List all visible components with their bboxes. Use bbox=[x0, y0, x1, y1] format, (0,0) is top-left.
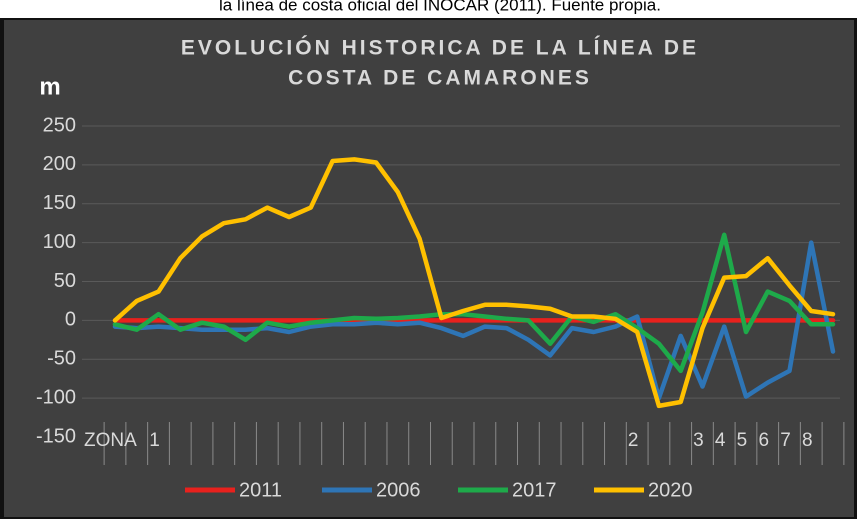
x-tick-label: 2 bbox=[628, 430, 639, 451]
chart-title: COSTA DE CAMARONES bbox=[288, 67, 592, 90]
x-tick-label: ZONA bbox=[84, 430, 137, 451]
x-tick-label: 5 bbox=[737, 430, 748, 451]
y-tick-label: -100 bbox=[36, 386, 76, 408]
y-tick-label: 250 bbox=[43, 114, 76, 136]
x-tick-label: 6 bbox=[758, 430, 769, 451]
x-tick-label: 7 bbox=[780, 430, 791, 451]
series-line bbox=[112, 240, 836, 401]
x-tick-label: 4 bbox=[715, 430, 726, 451]
caption: la línea de costa oficial del INOCAR (20… bbox=[219, 0, 661, 14]
legend-label: 2017 bbox=[512, 479, 557, 501]
legend-label: 2006 bbox=[376, 479, 421, 501]
y-axis-label: m bbox=[39, 73, 60, 100]
series-line bbox=[112, 232, 836, 374]
x-tick-label: 1 bbox=[149, 430, 160, 451]
series-line bbox=[112, 157, 836, 409]
x-tick-label: 3 bbox=[693, 430, 704, 451]
legend-label: 2011 bbox=[239, 479, 282, 501]
y-tick-label: -50 bbox=[47, 348, 76, 370]
legend-label: 2020 bbox=[648, 479, 693, 501]
y-tick-label: 200 bbox=[43, 153, 76, 175]
x-tick-label: 8 bbox=[802, 430, 813, 451]
y-tick-label: 150 bbox=[43, 192, 76, 214]
y-tick-label: -150 bbox=[36, 425, 76, 447]
y-tick-label: 0 bbox=[65, 309, 76, 331]
y-tick-label: 100 bbox=[43, 231, 76, 253]
y-tick-label: 50 bbox=[54, 270, 76, 292]
chart-title: EVOLUCIÓN HISTORICA DE LA LÍNEA DE bbox=[181, 36, 699, 60]
